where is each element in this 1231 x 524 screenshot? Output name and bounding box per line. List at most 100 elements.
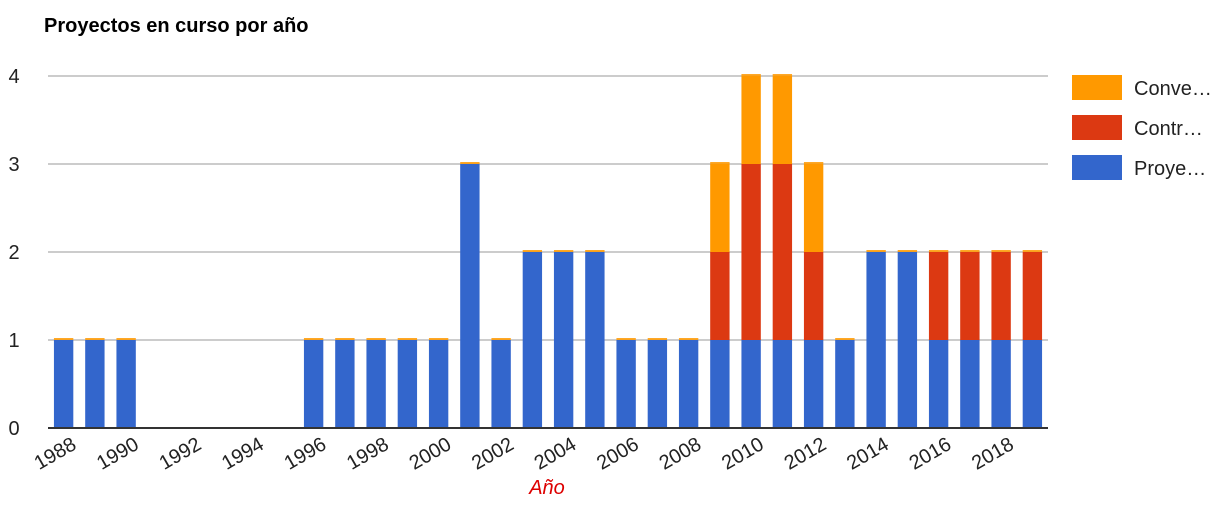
bar-top-cap [803,162,824,164]
bar-2010-series-1 [741,164,761,340]
bar-top-cap [428,338,449,340]
legend-swatch [1072,115,1122,140]
bar-1998-series-0 [366,340,386,428]
bar-top-cap [585,250,605,252]
bar-1999-series-0 [397,340,418,428]
bar-2004-series-0 [553,252,574,428]
x-tick-label: 1996 [281,433,331,474]
bar-2011-series-0 [772,340,793,428]
bar-top-cap [397,338,418,340]
bar-top-cap [991,250,1011,252]
bar-top-cap [741,74,761,76]
bar-2001-series-0 [460,164,480,428]
bar-2003-series-0 [522,252,543,428]
bar-2017-series-0 [960,340,980,428]
bar-2012-series-0 [803,340,824,428]
bar-top-cap [647,338,668,340]
chart-title: Proyectos en curso por año [44,15,309,37]
bar-2012-series-1 [803,252,824,340]
bar-top-cap [366,338,386,340]
x-tick-label: 1998 [343,433,393,474]
x-tick-label: 2004 [531,433,581,474]
bar-2013-series-0 [835,340,855,428]
x-tick-label: 1992 [156,433,206,474]
bar-1996-series-0 [303,340,324,428]
x-tick-label: 2008 [656,433,706,474]
bar-top-cap [772,74,793,76]
bar-top-cap [1022,250,1043,252]
bar-top-cap [53,338,74,340]
bar-top-cap [553,250,574,252]
y-tick-label: 1 [8,330,19,352]
x-tick-label: 2000 [406,433,456,474]
y-tick-label: 4 [8,66,19,88]
bar-2019-series-1 [1022,252,1043,340]
x-tick-label: 2018 [968,433,1018,474]
bar-2009-series-1 [710,252,730,340]
legend-label: Conve… [1134,78,1212,100]
bar-2017-series-1 [960,252,980,340]
y-axis-ticks: 0 1 2 3 4 [8,66,19,440]
bar-2008-series-0 [678,340,699,428]
x-axis-ticks: 1988 1990 1992 1994 1996 1998 2000 2002 2004 2006… [31,433,1018,474]
bar-2016-series-0 [928,340,949,428]
bar-top-cap [460,162,480,164]
legend-swatch [1072,75,1122,100]
x-axis-title: Año [528,477,565,499]
x-tick-label: 2014 [843,433,893,474]
x-tick-label: 2006 [593,433,643,474]
legend: Conve… Contr… Proye… [1072,75,1212,180]
legend-label: Proye… [1134,158,1206,180]
y-tick-label: 3 [8,154,19,176]
bar-2006-series-0 [616,340,636,428]
x-tick-label: 2012 [781,433,831,474]
bar-top-cap [616,338,636,340]
bar-top-cap [85,338,105,340]
bar-2014-series-0 [866,252,886,428]
bar-2015-series-0 [897,252,918,428]
bar-2005-series-0 [585,252,605,428]
x-tick-label: 2016 [906,433,956,474]
bar-top-cap [522,250,543,252]
x-tick-label: 1994 [218,433,268,474]
legend-swatch [1072,155,1122,180]
bar-top-cap [960,250,980,252]
bar-top-cap [710,162,730,164]
bar-top-cap [678,338,699,340]
bar-2018-series-1 [991,252,1011,340]
bar-1989-series-0 [85,340,105,428]
bars [53,74,1043,428]
bar-2000-series-0 [428,340,449,428]
bar-top-cap [866,250,886,252]
bar-1988-series-0 [53,340,74,428]
bar-2019-series-0 [1022,340,1043,428]
bar-2010-series-0 [741,340,761,428]
bar-2009-series-0 [710,340,730,428]
bar-2009-series-2 [710,164,730,252]
bar-top-cap [928,250,949,252]
x-tick-label: 2002 [468,433,518,474]
x-tick-label: 1990 [93,433,143,474]
bar-top-cap [303,338,324,340]
bar-top-cap [491,338,511,340]
bar-1990-series-0 [116,340,136,428]
bar-2010-series-2 [741,76,761,164]
bar-2007-series-0 [647,340,668,428]
y-tick-label: 0 [8,418,19,440]
x-tick-label: 1988 [31,433,81,474]
bar-2011-series-1 [772,164,793,340]
bar-top-cap [116,338,136,340]
legend-label: Contr… [1134,118,1203,140]
bar-2018-series-0 [991,340,1011,428]
bar-top-cap [335,338,355,340]
bar-1997-series-0 [335,340,355,428]
bar-2002-series-0 [491,340,511,428]
bar-2016-series-1 [928,252,949,340]
y-tick-label: 2 [8,242,19,264]
bar-top-cap [835,338,855,340]
x-tick-label: 2010 [718,433,768,474]
bar-top-cap [897,250,918,252]
bar-2012-series-2 [803,164,824,252]
bar-2011-series-2 [772,76,793,164]
